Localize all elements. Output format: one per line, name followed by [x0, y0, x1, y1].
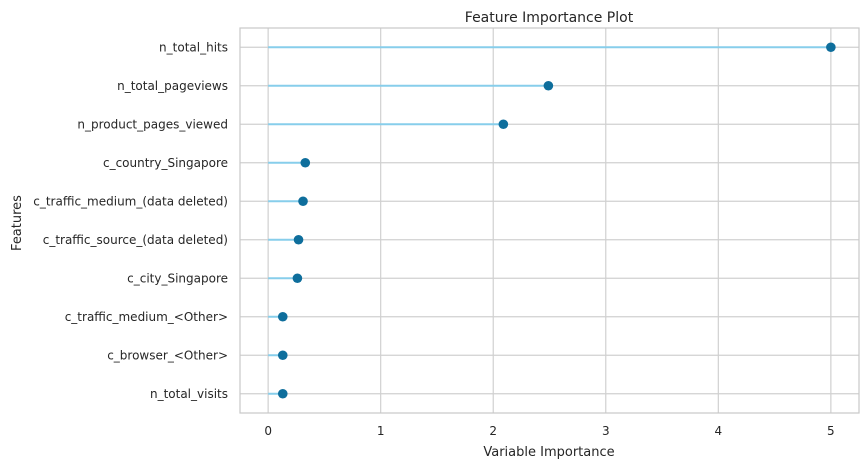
- y-tick-label: n_total_hits: [159, 40, 228, 54]
- lollipop-marker: [277, 311, 288, 322]
- x-tick-label: 2: [489, 424, 497, 438]
- y-tick-label: c_city_Singapore: [127, 271, 228, 285]
- x-axis-label: Variable Importance: [483, 445, 614, 460]
- x-tick-label: 4: [714, 424, 722, 438]
- y-tick-label: n_product_pages_viewed: [77, 117, 228, 131]
- lollipop-marker: [826, 42, 836, 53]
- lollipop-marker: [293, 234, 304, 245]
- lollipop-marker: [277, 388, 288, 399]
- y-tick-label: c_browser_<Other>: [107, 348, 228, 362]
- y-tick-label: c_traffic_medium_(data deleted): [33, 194, 228, 208]
- y-tick-label: c_country_Singapore: [103, 156, 228, 170]
- lollipop-markers: [277, 42, 836, 399]
- lollipop-marker: [292, 273, 303, 284]
- lollipop-marker: [300, 157, 311, 168]
- x-tick-label: 1: [377, 424, 385, 438]
- y-tick-labels: n_total_hits n_total_pageviews n_product_p…: [33, 40, 228, 401]
- x-tick-labels: 0 1 2 3 4 5: [264, 424, 834, 438]
- lollipop-marker: [543, 80, 554, 91]
- y-tick-label: c_traffic_medium_<Other>: [65, 310, 228, 324]
- y-axis-label: Features: [10, 195, 25, 251]
- x-tick-label: 5: [827, 424, 835, 438]
- lollipop-marker: [498, 119, 509, 130]
- plot-frame: [239, 27, 860, 414]
- x-tick-label: 0: [264, 424, 272, 438]
- lollipop-marker: [277, 350, 288, 361]
- y-tick-label: n_total_visits: [150, 387, 228, 401]
- chart-title: Feature Importance Plot: [465, 10, 634, 26]
- lollipop-marker: [298, 196, 308, 207]
- y-tick-label: n_total_pageviews: [117, 79, 228, 93]
- x-tick-label: 3: [602, 424, 610, 438]
- y-tick-label: c_traffic_source_(data deleted): [43, 233, 228, 247]
